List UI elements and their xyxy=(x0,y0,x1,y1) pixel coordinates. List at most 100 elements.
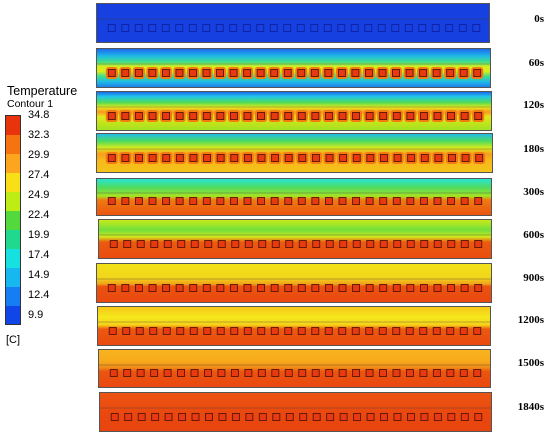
color-bar-tick-label: 34.8 xyxy=(28,109,50,121)
heat-source xyxy=(419,327,428,335)
heat-source xyxy=(418,24,427,32)
heat-source xyxy=(229,112,238,120)
time-label: 180s xyxy=(523,143,544,155)
color-bar-tick-label: 22.4 xyxy=(28,208,50,221)
color-bar-tick-label: 32.3 xyxy=(28,128,50,141)
color-bar-band xyxy=(6,192,20,211)
heat-source xyxy=(392,369,401,377)
heat-source xyxy=(151,413,160,421)
heat-source xyxy=(339,413,348,421)
heat-source xyxy=(218,413,227,421)
heat-source xyxy=(189,112,198,120)
heat-source xyxy=(365,284,374,292)
heat-source xyxy=(353,413,362,421)
heat-source xyxy=(351,69,360,77)
heat-source xyxy=(162,112,171,120)
heat-source xyxy=(122,327,131,335)
heat-source xyxy=(229,24,238,32)
heat-source xyxy=(148,197,157,205)
heat-source xyxy=(161,69,170,77)
color-bar-band xyxy=(6,306,20,324)
heat-source xyxy=(339,240,348,248)
temperature-field xyxy=(100,393,491,431)
heat-source xyxy=(461,154,470,162)
heat-source xyxy=(205,413,213,421)
heat-source xyxy=(175,284,184,292)
heat-source xyxy=(474,197,483,205)
heat-source xyxy=(405,69,414,77)
contour-panel xyxy=(98,219,492,259)
heat-source xyxy=(121,69,130,77)
heat-source xyxy=(109,240,118,248)
heat-source xyxy=(148,284,157,292)
heat-source xyxy=(283,69,292,77)
heat-source xyxy=(271,369,280,377)
heat-source xyxy=(216,154,225,162)
heat-source xyxy=(311,369,320,377)
heat-source xyxy=(473,327,482,335)
heat-source xyxy=(406,240,415,248)
heat-source xyxy=(406,284,415,292)
heat-source xyxy=(284,112,293,120)
color-bar-band xyxy=(6,211,20,230)
heat-source xyxy=(243,69,252,77)
heat-source xyxy=(178,413,187,421)
heat-source xyxy=(407,154,416,162)
heat-source xyxy=(447,284,456,292)
heat-source xyxy=(230,154,239,162)
color-bar-band xyxy=(6,249,20,268)
heat-source xyxy=(230,327,239,335)
heat-source xyxy=(204,240,213,248)
time-label: 300s xyxy=(523,186,544,198)
heat-source xyxy=(475,154,484,162)
heat-source xyxy=(392,112,401,120)
heat-source xyxy=(231,413,240,421)
heat-source xyxy=(366,413,375,421)
heat-source xyxy=(474,240,483,248)
heat-source xyxy=(164,413,173,421)
heat-source xyxy=(325,369,334,377)
heat-source xyxy=(189,327,198,335)
heat-source xyxy=(229,284,238,292)
heat-source xyxy=(121,112,130,120)
time-label: 120s xyxy=(523,99,544,111)
temperature-field xyxy=(98,307,490,345)
heat-source xyxy=(406,197,415,205)
heat-source xyxy=(270,327,279,335)
heat-source xyxy=(297,327,306,335)
heat-source xyxy=(109,369,118,377)
heat-source xyxy=(299,413,308,421)
heat-source xyxy=(366,240,375,248)
heat-source xyxy=(324,69,333,77)
heat-source xyxy=(324,112,333,120)
heat-source xyxy=(272,413,281,421)
temperature-field xyxy=(97,4,489,42)
heat-source xyxy=(176,327,185,335)
heat-source xyxy=(379,112,388,120)
heat-source xyxy=(338,197,347,205)
heat-source xyxy=(445,24,454,32)
heat-source xyxy=(419,69,428,77)
heat-source xyxy=(324,327,333,335)
heat-source xyxy=(135,327,144,335)
heat-source xyxy=(269,24,278,32)
heat-source xyxy=(473,69,482,77)
heat-source xyxy=(474,413,483,421)
heat-source xyxy=(175,69,184,77)
heat-source xyxy=(392,197,401,205)
color-bar-tick-label: 19.9 xyxy=(28,228,50,241)
heat-source xyxy=(107,24,116,32)
heat-source xyxy=(107,284,116,292)
heat-source xyxy=(216,197,225,205)
heat-source xyxy=(459,369,468,377)
color-bar-tick-label: 9.9 xyxy=(28,308,44,321)
heat-source xyxy=(433,284,442,292)
time-label: 1840s xyxy=(517,401,544,413)
color-bar-band xyxy=(6,268,20,287)
heat-source xyxy=(337,69,346,77)
heat-source xyxy=(256,24,265,32)
color-bar-tick-label: 29.9 xyxy=(28,148,50,161)
heat-source xyxy=(243,284,252,292)
heat-source xyxy=(378,327,387,335)
time-label: 900s xyxy=(523,272,544,284)
